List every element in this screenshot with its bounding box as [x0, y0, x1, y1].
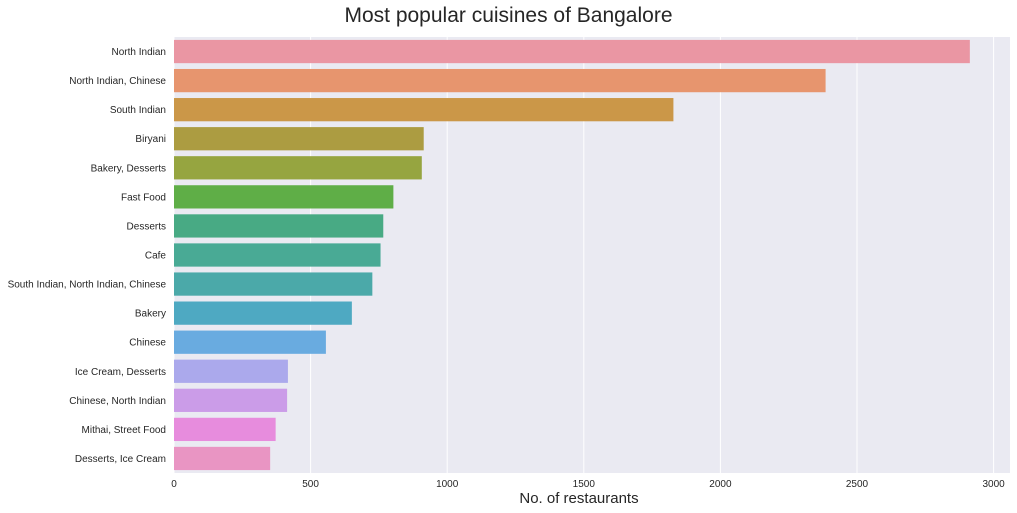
bars	[174, 39, 970, 471]
y-tick-label: Bakery, Desserts	[91, 163, 166, 174]
y-tick-label: Biryani	[135, 134, 166, 145]
y-tick-label: South Indian, North Indian, Chinese	[8, 280, 167, 291]
x-axis-label: No. of restaurants	[519, 490, 638, 507]
y-tick-label: South Indian	[110, 105, 166, 116]
x-tick-label: 2000	[709, 479, 732, 490]
x-tick-label: 0	[171, 479, 177, 490]
bar	[174, 359, 288, 383]
bar	[174, 127, 424, 151]
x-tick-label: 2500	[846, 479, 869, 490]
x-tick-labels: 0 500 1000 1500 2000 2500 3000	[171, 479, 1005, 490]
y-tick-label: Desserts, Ice Cream	[75, 454, 166, 465]
x-tick-label: 3000	[982, 479, 1005, 490]
bar	[174, 417, 276, 442]
y-tick-label: Chinese	[129, 338, 166, 349]
y-tick-label: Bakery	[135, 309, 166, 320]
y-tick-label: Ice Cream, Desserts	[75, 367, 166, 378]
bar	[174, 301, 352, 325]
bar	[174, 39, 970, 64]
y-tick-label: Cafe	[145, 251, 167, 262]
bar	[174, 185, 394, 209]
bar	[174, 446, 271, 471]
bar	[174, 98, 674, 122]
x-tick-label: 1500	[573, 479, 596, 490]
bar	[174, 156, 422, 180]
y-tick-label: North Indian	[112, 47, 166, 58]
x-tick-label: 500	[302, 479, 319, 490]
y-tick-label: Fast Food	[121, 192, 166, 203]
y-tick-label: Desserts	[127, 221, 166, 232]
bar	[174, 68, 826, 93]
bar	[174, 272, 373, 296]
x-tick-label: 1000	[436, 479, 459, 490]
bar	[174, 214, 384, 238]
y-tick-labels: North Indian North Indian, Chinese South I…	[8, 47, 167, 465]
y-tick-label: North Indian, Chinese	[69, 76, 166, 87]
bar	[174, 243, 381, 267]
bar	[174, 388, 288, 412]
bar	[174, 330, 326, 354]
chart-title: Most popular cuisines of Bangalore	[344, 4, 673, 27]
y-tick-label: Chinese, North Indian	[69, 396, 166, 407]
y-tick-label: Mithai, Street Food	[82, 425, 166, 436]
